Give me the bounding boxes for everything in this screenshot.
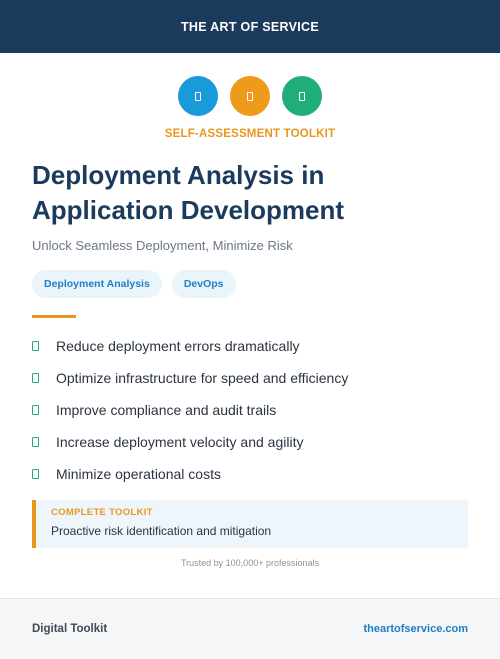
check-icon: [32, 373, 39, 383]
callout-text: Proactive risk identification and mitiga…: [51, 524, 272, 538]
document-icon: [195, 91, 201, 101]
check-icon: [32, 469, 39, 479]
brand-name: THE ART OF SERVICE: [180, 19, 320, 34]
trust-line: Trusted by 100,000+ professionals: [180, 558, 319, 568]
footer: Digital Toolkit theartofservice.com: [0, 598, 500, 659]
callout-label: COMPLETE TOOLKIT: [51, 507, 153, 518]
icon-circle-blue: [178, 76, 218, 116]
toolkit-kicker: SELF-ASSESSMENT TOOLKIT: [164, 128, 336, 140]
benefit-text: Increase deployment velocity and agility: [56, 434, 304, 450]
check-icon: [32, 341, 39, 351]
benefit-text: Optimize infrastructure for speed and ef…: [56, 370, 349, 386]
list-item: Reduce deployment errors dramatically: [32, 330, 472, 362]
accent-divider: [32, 315, 76, 318]
icon-row: [0, 76, 500, 116]
tag-list: Deployment Analysis DevOps: [32, 270, 236, 298]
tag-deployment-analysis[interactable]: Deployment Analysis: [32, 270, 162, 298]
page-title: Deployment Analysis in Application Devel…: [32, 160, 345, 225]
footer-label: Digital Toolkit: [32, 623, 108, 635]
benefit-text: Improve compliance and audit trails: [56, 402, 277, 418]
list-item: Increase deployment velocity and agility: [32, 426, 472, 458]
document-icon: [299, 91, 305, 101]
list-item: Optimize infrastructure for speed and ef…: [32, 362, 472, 394]
benefit-text: Reduce deployment errors dramatically: [56, 338, 300, 354]
tag-devops[interactable]: DevOps: [171, 270, 236, 298]
check-icon: [32, 437, 39, 447]
top-banner: THE ART OF SERVICE: [0, 0, 500, 53]
icon-circle-orange: [230, 76, 270, 116]
website-link[interactable]: theartofservice.com: [363, 623, 468, 635]
icon-circle-green: [282, 76, 322, 116]
check-icon: [32, 405, 39, 415]
list-item: Improve compliance and audit trails: [32, 394, 472, 426]
list-item: Minimize operational costs: [32, 458, 472, 490]
benefit-list: Reduce deployment errors dramatically Op…: [32, 330, 472, 490]
subtitle: Unlock Seamless Deployment, Minimize Ris…: [32, 238, 293, 253]
toolkit-callout: COMPLETE TOOLKIT Proactive risk identifi…: [32, 500, 468, 548]
document-icon: [247, 91, 253, 101]
benefit-text: Minimize operational costs: [56, 466, 221, 482]
